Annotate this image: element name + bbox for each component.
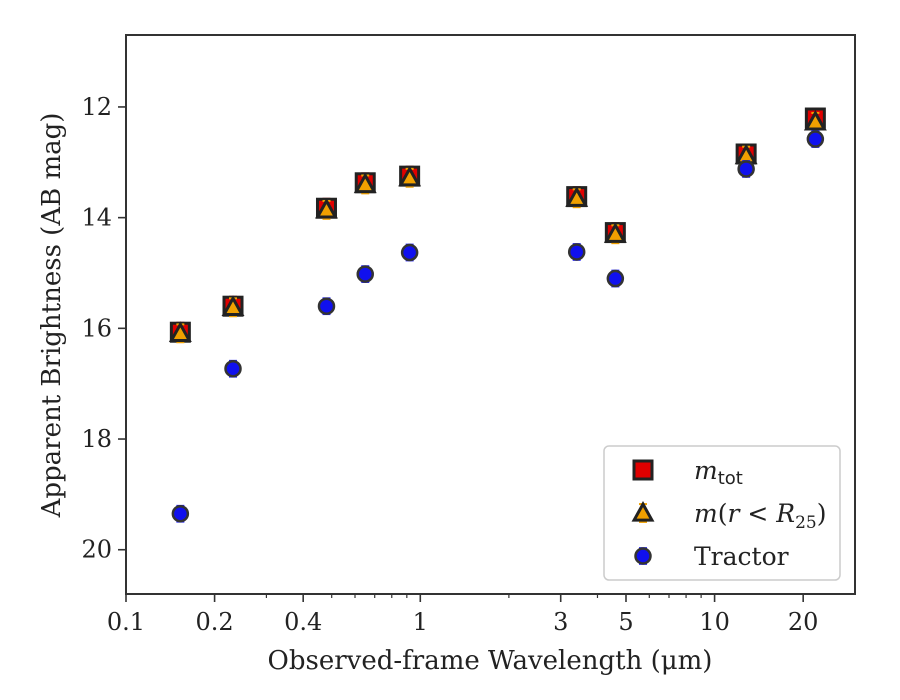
marker-circle: [567, 243, 586, 261]
legend-entries: mtot m(r < R25) Tractor: [631, 456, 827, 571]
series-circle: [171, 130, 825, 523]
data-point-circle: [737, 160, 755, 178]
legend-marker-square: [632, 459, 654, 481]
markers-layer: [168, 107, 827, 523]
data-point-triangle: [221, 295, 245, 318]
marker-triangle: [398, 165, 422, 187]
marker-triangle: [221, 295, 245, 316]
marker-circle: [356, 265, 374, 283]
ticks-layer: 0.1 0.2 0.4 1 3 5 10 20 12 14 16 18 20: [81, 93, 818, 636]
marker-triangle: [168, 321, 192, 342]
marker-circle: [634, 547, 652, 565]
marker-triangle: [803, 109, 827, 131]
marker-triangle: [353, 172, 377, 194]
series-triangle: [168, 109, 827, 344]
x-tick-label: 10: [699, 608, 730, 636]
y-axis-title: Apparent Brightness (AB mag): [37, 113, 67, 519]
marker-circle: [317, 297, 336, 315]
marker-square: [632, 459, 654, 481]
legend-marker-circle: [634, 547, 652, 565]
legend-label: Tractor: [694, 542, 789, 571]
marker-circle: [224, 359, 242, 378]
marker-triangle: [631, 500, 655, 522]
data-point-circle: [400, 243, 419, 262]
legend-box: [603, 445, 841, 581]
data-point-triangle: [315, 197, 338, 220]
data-point-triangle: [565, 186, 589, 209]
x-tick-label: 0.4: [284, 608, 322, 636]
marker-circle: [606, 269, 625, 288]
legend: mtot m(r < R25) Tractor: [603, 445, 841, 581]
marker-circle: [806, 130, 825, 148]
data-point-circle: [224, 359, 242, 378]
x-tick-label: 0.2: [196, 608, 234, 636]
marker-triangle: [565, 186, 589, 207]
data-point-circle: [171, 504, 190, 523]
data-point-triangle: [168, 321, 192, 344]
data-point-circle: [567, 243, 586, 261]
data-point-circle: [317, 297, 336, 316]
x-axis-title: Observed-frame Wavelength (μm): [268, 646, 713, 676]
y-tick-label: 20: [81, 536, 112, 564]
legend-label: mtot: [694, 456, 743, 489]
y-tick-label: 12: [81, 93, 112, 121]
marker-circle: [171, 504, 190, 523]
marker-circle: [737, 160, 755, 178]
data-point-circle: [606, 269, 625, 288]
y-tick-label: 14: [81, 204, 112, 232]
y-tick-label: 16: [81, 314, 112, 342]
x-tick-label: 1: [413, 608, 428, 636]
data-point-circle: [806, 130, 825, 148]
marker-triangle: [603, 222, 627, 243]
marker-triangle: [315, 197, 338, 219]
y-tick-label: 18: [81, 425, 112, 453]
x-tick-label: 20: [788, 608, 819, 636]
series-square: [169, 107, 826, 343]
data-point-triangle: [353, 172, 377, 195]
x-tick-label: 0.1: [107, 608, 145, 636]
legend-label: m(r < R25): [694, 499, 827, 533]
data-point-circle: [356, 265, 374, 283]
marker-circle: [400, 243, 419, 262]
plot-frame: [125, 34, 856, 595]
x-tick-label: 3: [553, 608, 568, 636]
data-point-triangle: [398, 165, 422, 188]
legend-marker-triangle: [631, 500, 655, 523]
data-point-triangle: [603, 222, 627, 245]
x-tick-label: 5: [618, 608, 633, 636]
